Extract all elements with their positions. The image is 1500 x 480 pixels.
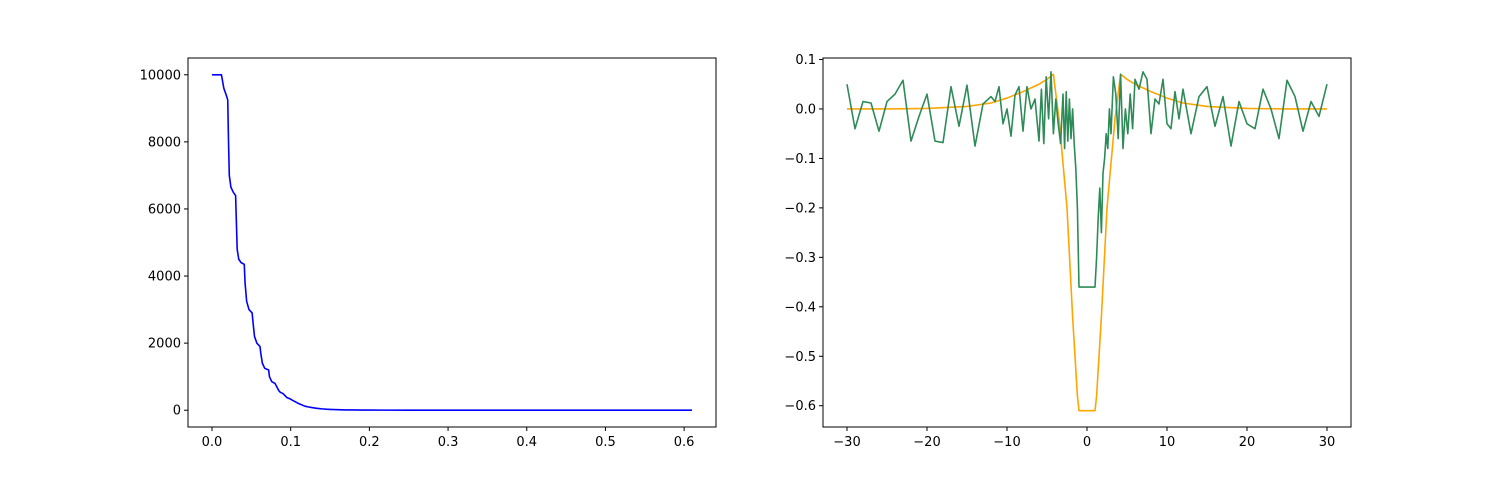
right-x-tick-label: −10 xyxy=(993,435,1020,450)
left-series-line-0 xyxy=(212,73,692,412)
left-x-tick-label: 0.3 xyxy=(438,435,459,450)
left-chart: 0.0 0.1 0.2 0.3 0.4 0.5 0.6 0 2000 4000 6000 8000 10… xyxy=(140,57,717,450)
left-x-tick-label: 0.6 xyxy=(674,435,695,450)
left-x-tick-label: 0.2 xyxy=(359,435,380,450)
right-y-tick-label: 0.1 xyxy=(795,53,816,68)
left-y-tick-label: 8000 xyxy=(148,135,181,150)
right-series-line-0 xyxy=(847,73,1327,412)
right-x-tick-label: 0 xyxy=(1083,435,1091,450)
right-y-tick-label: −0.4 xyxy=(784,300,816,315)
left-y-tick-label: 0 xyxy=(173,404,181,419)
right-x-tick-label: 10 xyxy=(1159,435,1176,450)
left-y-tick-label: 2000 xyxy=(148,337,181,352)
left-y-tick-label: 4000 xyxy=(148,270,181,285)
left-x-tick-label: 0.1 xyxy=(280,435,301,450)
left-x-tick-label: 0.5 xyxy=(595,435,616,450)
right-x-tick-label: 30 xyxy=(1319,435,1336,450)
right-y-tick-label: −0.5 xyxy=(784,350,816,365)
right-x-tick-label: 20 xyxy=(1239,435,1256,450)
right-y-tick-label: −0.1 xyxy=(784,152,816,167)
right-x-tick-label: −20 xyxy=(913,435,940,450)
right-y-tick-label: −0.2 xyxy=(784,201,816,216)
left-y-tick-label: 6000 xyxy=(148,202,181,217)
left-y-tick-label: 10000 xyxy=(140,68,181,83)
right-y-tick-label: −0.6 xyxy=(784,399,816,414)
left-x-tick-label: 0.4 xyxy=(516,435,537,450)
right-series-line-1 xyxy=(846,71,1328,288)
left-axes-frame xyxy=(187,57,717,428)
right-y-tick-label: −0.3 xyxy=(784,251,816,266)
right-chart: −30 −20 −10 0 10 20 30 0.1 0.0 −0.1 −0.2 −0.3 −0.4 −0… xyxy=(784,53,1352,450)
right-x-tick-label: −30 xyxy=(833,435,860,450)
right-y-tick-label: 0.0 xyxy=(795,102,816,117)
left-x-tick-label: 0.0 xyxy=(202,435,223,450)
